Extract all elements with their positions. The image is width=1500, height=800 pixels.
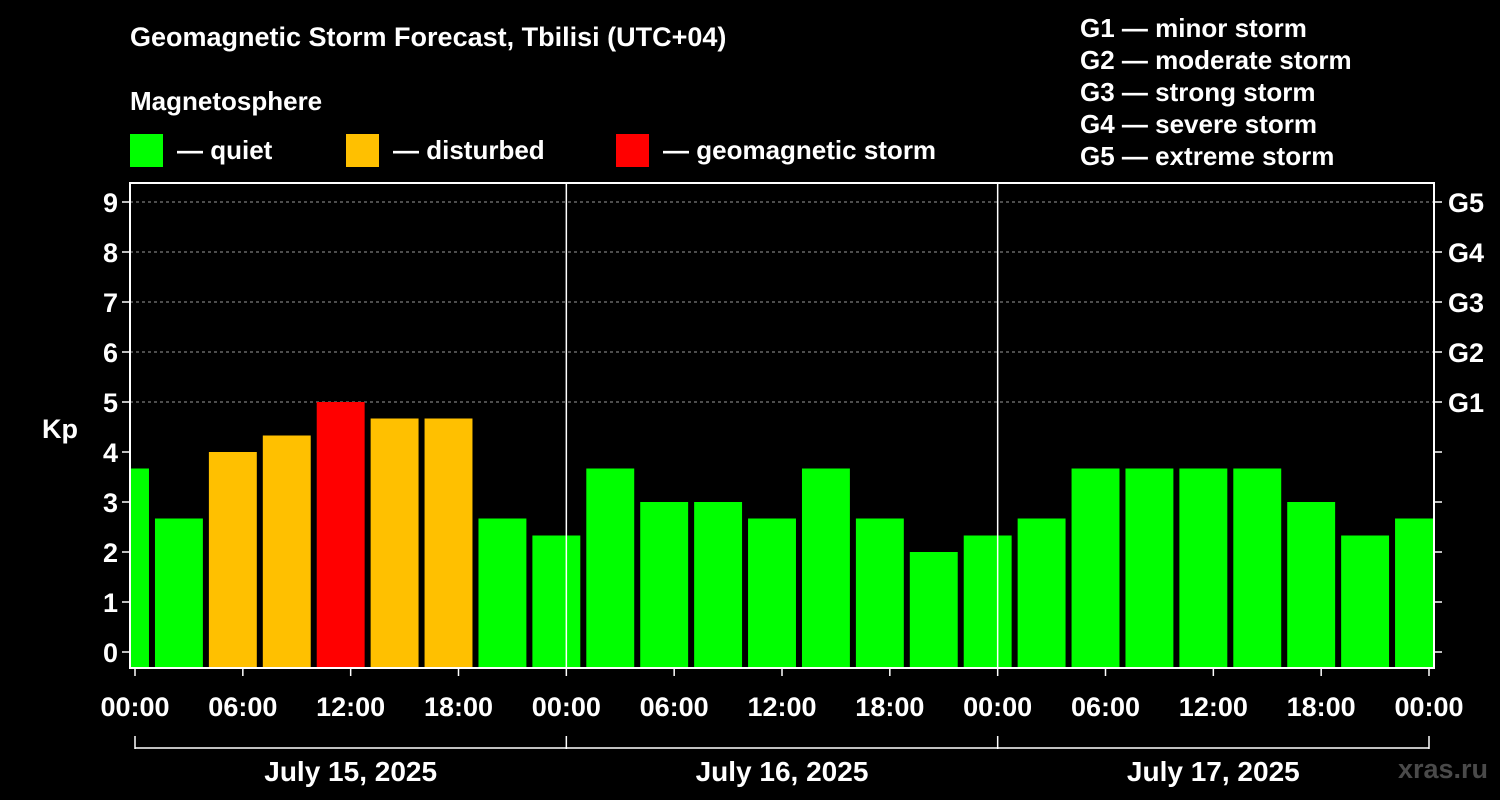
kp-bar-13 <box>801 468 850 667</box>
legend-title: Magnetosphere <box>130 86 323 116</box>
x-tick-label-8: 00:00 <box>963 692 1032 722</box>
kp-bar-23 <box>1341 535 1390 667</box>
y-tick-label-7: 7 <box>103 288 118 318</box>
y-tick-label-9: 9 <box>103 188 118 218</box>
legend-item-quiet: — quiet <box>130 133 272 167</box>
kp-bar-24 <box>1395 518 1433 667</box>
legend-swatch-storm <box>616 133 649 167</box>
right-axis-label-g4: G4 <box>1448 238 1484 268</box>
kp-bar-14 <box>855 518 904 667</box>
kp-bar-5 <box>370 418 419 667</box>
x-tick-label-7: 18:00 <box>855 692 924 722</box>
g-scale-g4: G4 — severe storm <box>1080 109 1318 139</box>
kp-bar-15 <box>909 552 958 667</box>
legend-item-storm: — geomagnetic storm <box>616 133 936 167</box>
right-axis-label-g1: G1 <box>1448 388 1484 418</box>
kp-bar-11 <box>694 502 743 667</box>
day-label-2: July 17, 2025 <box>1127 756 1300 787</box>
y-tick-label-0: 0 <box>103 638 118 668</box>
kp-bar-3 <box>262 435 311 667</box>
kp-bar-0 <box>131 468 149 667</box>
x-tick-label-12: 00:00 <box>1394 692 1463 722</box>
chart-title: Geomagnetic Storm Forecast, Tbilisi (UTC… <box>130 22 727 52</box>
kp-bar-2 <box>208 452 257 667</box>
kp-bar-20 <box>1179 468 1228 667</box>
kp-bar-18 <box>1071 468 1120 667</box>
g-scale-g3: G3 — strong storm <box>1080 77 1316 107</box>
y-axis-label: Kp <box>42 414 78 444</box>
kp-bar-12 <box>748 518 796 667</box>
g-scale-g1: G1 — minor storm <box>1080 13 1307 43</box>
y-tick-label-5: 5 <box>103 388 118 418</box>
x-tick-label-0: 00:00 <box>100 692 169 722</box>
x-tick-label-2: 12:00 <box>316 692 385 722</box>
right-axis-label-g3: G3 <box>1448 288 1484 318</box>
right-axis-label-g5: G5 <box>1448 188 1484 218</box>
kp-bar-1 <box>154 518 203 667</box>
y-tick-label-2: 2 <box>103 538 118 568</box>
day-label-1: July 16, 2025 <box>696 756 869 787</box>
g-scale-legend: G1 — minor storm G2 — moderate storm G3 … <box>1080 12 1352 172</box>
kp-bar-7 <box>478 518 527 667</box>
y-tick-label-1: 1 <box>103 588 118 618</box>
x-tick-label-5: 06:00 <box>640 692 709 722</box>
kp-bar-4 <box>316 402 365 667</box>
legend-label-quiet: — quiet <box>177 134 273 165</box>
kp-bar-8 <box>532 535 581 667</box>
kp-bar-9 <box>586 468 635 667</box>
legend-label-storm: — geomagnetic storm <box>663 134 937 165</box>
kp-bar-22 <box>1287 502 1336 667</box>
kp-bar-21 <box>1233 468 1282 667</box>
kp-bar-6 <box>424 418 473 667</box>
y-tick-label-6: 6 <box>103 338 118 368</box>
kp-bar-17 <box>1017 518 1066 667</box>
right-axis-label-g2: G2 <box>1448 338 1484 368</box>
watermark: xras.ru <box>1397 754 1488 784</box>
y-tick-label-4: 4 <box>103 438 118 468</box>
x-tick-label-11: 18:00 <box>1287 692 1356 722</box>
g-scale-g2: G2 — moderate storm <box>1080 45 1352 75</box>
kp-bar-16 <box>963 535 1012 667</box>
x-tick-label-9: 06:00 <box>1071 692 1140 722</box>
x-tick-label-10: 12:00 <box>1179 692 1248 722</box>
g-scale-g5: G5 — extreme storm <box>1080 141 1335 171</box>
day-label-0: July 15, 2025 <box>264 756 437 787</box>
y-tick-label-3: 3 <box>103 488 118 518</box>
y-tick-label-8: 8 <box>103 238 118 268</box>
legend-swatch-quiet <box>130 133 163 167</box>
legend-label-disturbed: — disturbed <box>393 134 545 165</box>
x-tick-label-4: 00:00 <box>532 692 601 722</box>
x-tick-label-1: 06:00 <box>208 692 277 722</box>
kp-bar-19 <box>1125 468 1174 667</box>
legend-item-disturbed: — disturbed <box>346 133 545 167</box>
x-tick-label-3: 18:00 <box>424 692 493 722</box>
x-tick-label-6: 12:00 <box>747 692 816 722</box>
kp-bar-10 <box>640 502 689 667</box>
legend-swatch-disturbed <box>346 133 379 167</box>
